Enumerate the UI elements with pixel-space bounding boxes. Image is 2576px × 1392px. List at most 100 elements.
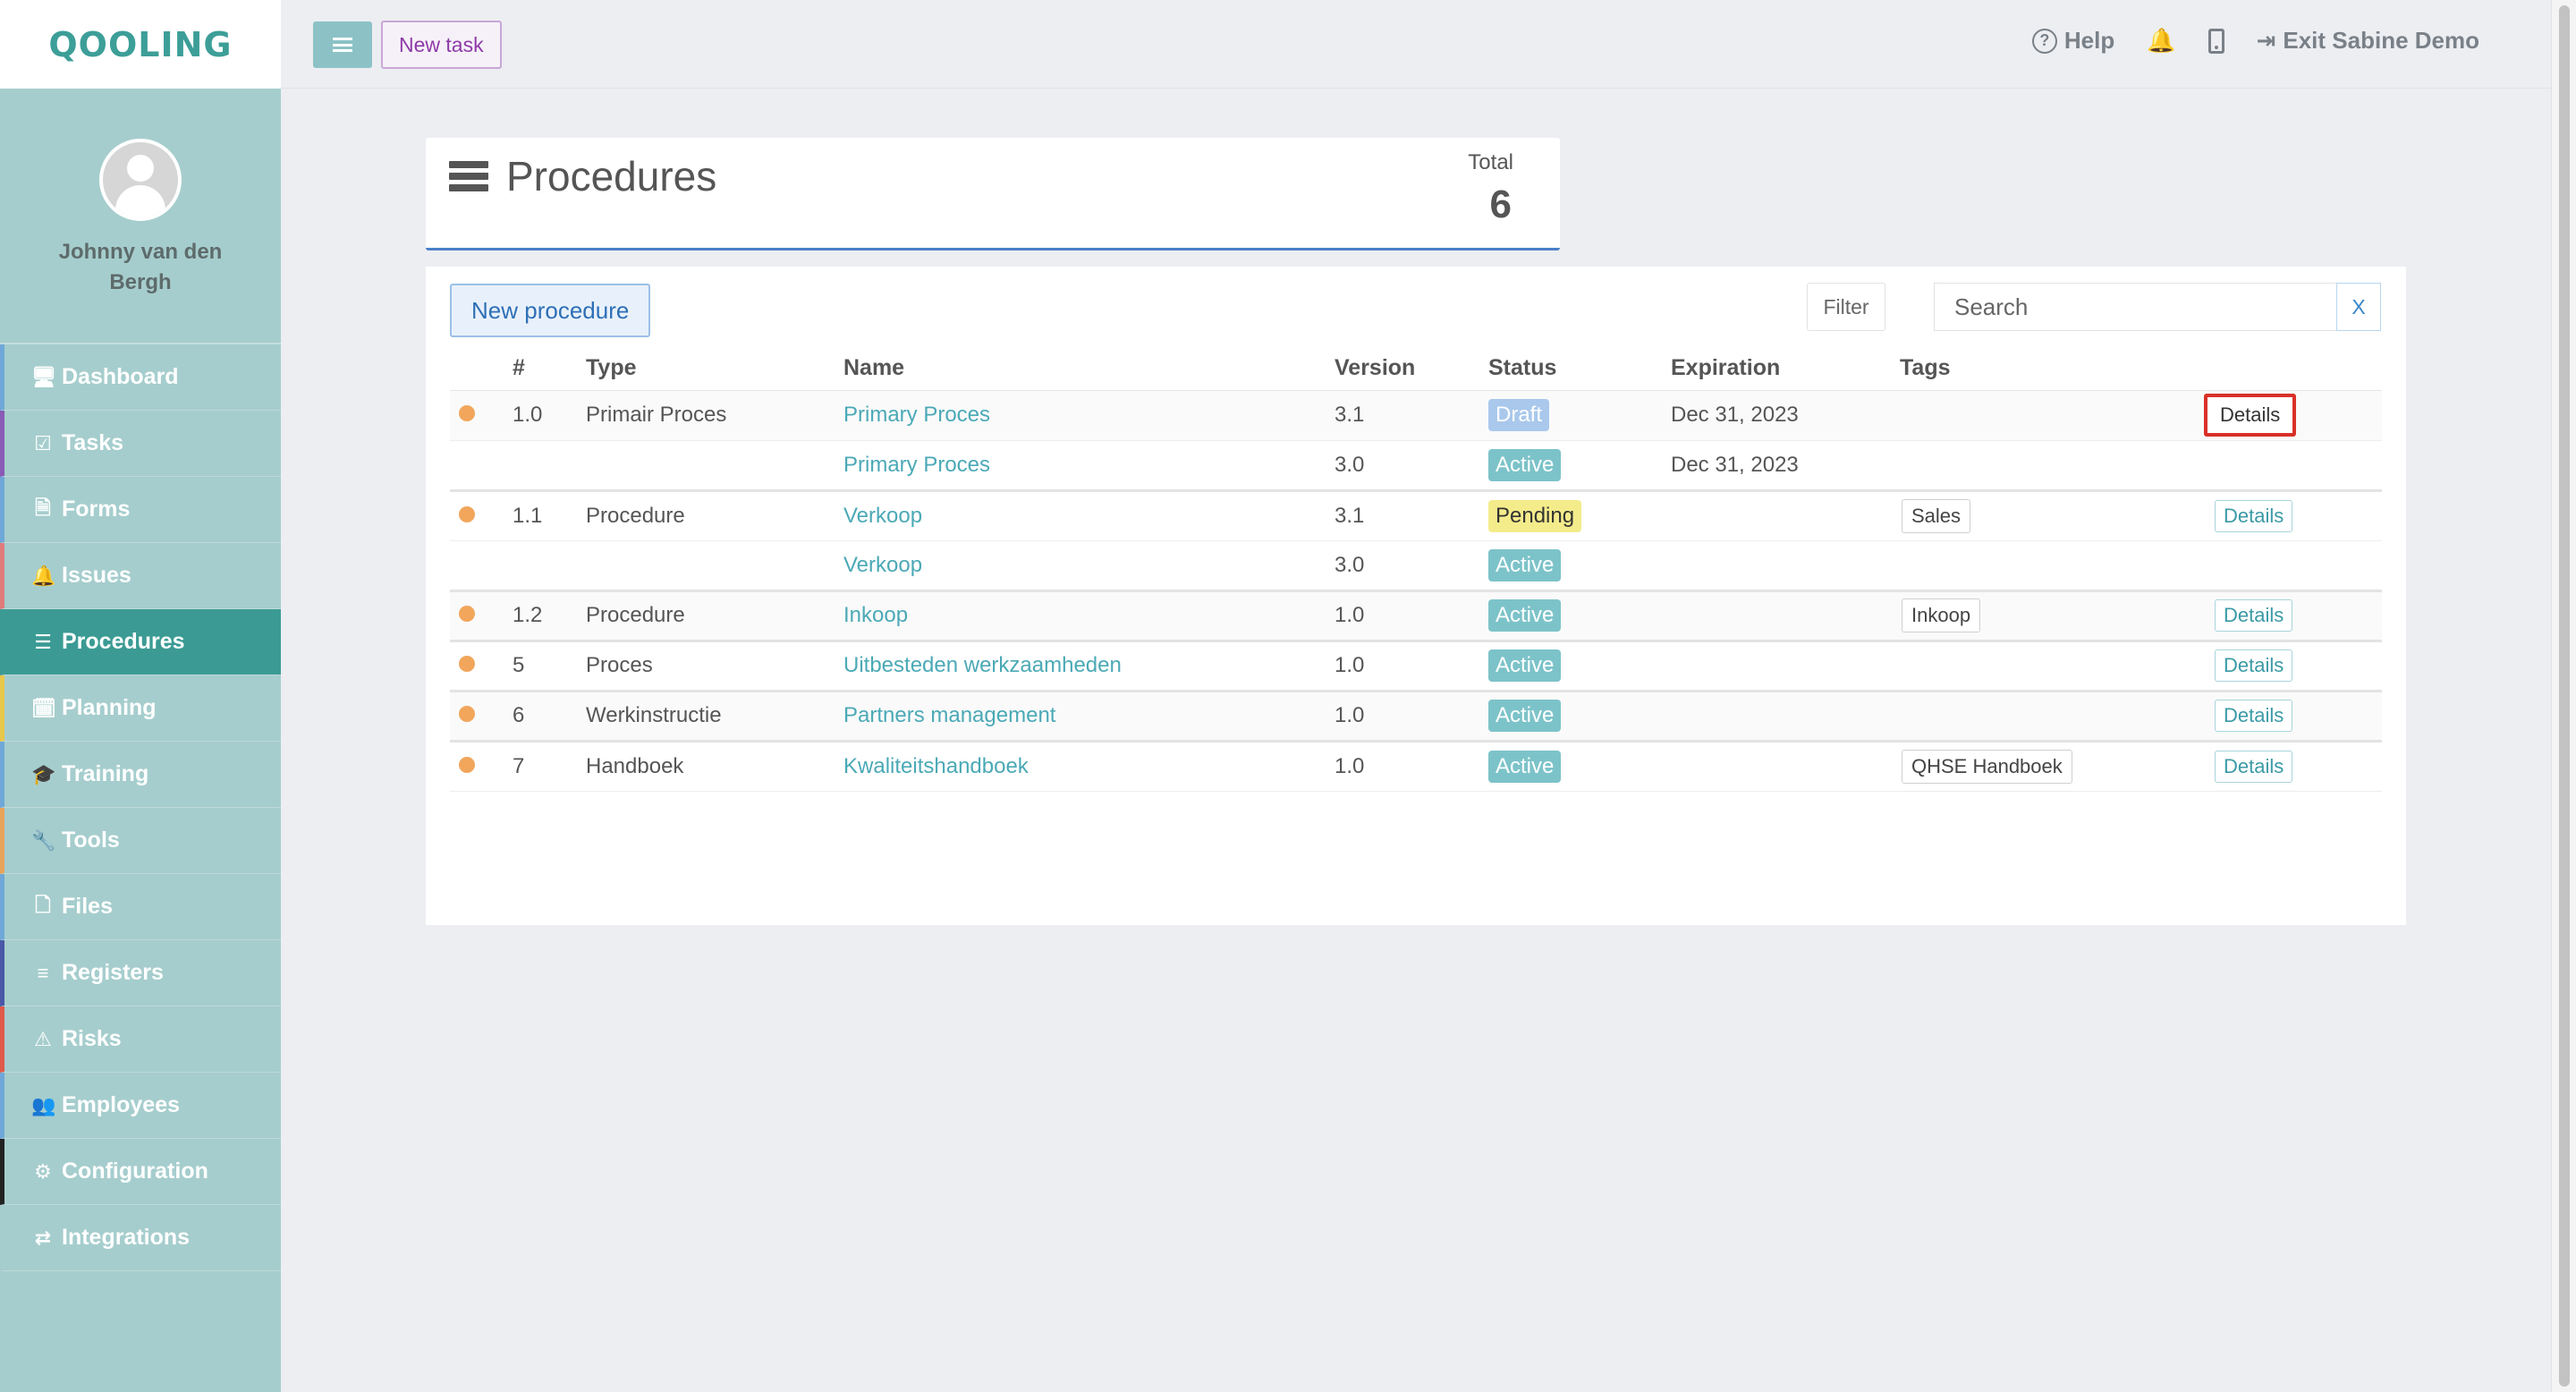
logo[interactable]: QOOLING <box>0 0 281 89</box>
status-badge: Active <box>1488 700 1562 732</box>
sidebar-item-label: Forms <box>62 497 131 522</box>
table-row[interactable]: Verkoop 3.0 Active <box>450 540 2382 592</box>
sidebar-item-tools[interactable]: 🔧 Tools <box>0 808 281 874</box>
column-header-number[interactable]: # <box>513 347 586 391</box>
table-row[interactable]: 5 Proces Uitbesteden werkzaamheden 1.0 Activ… <box>450 641 2382 692</box>
row-actions: Details <box>2204 490 2382 541</box>
check-square-icon: ☑ <box>34 431 52 454</box>
table-row[interactable]: 1.1 Procedure Verkoop 3.1 Pending Sales Detail… <box>450 490 2382 541</box>
page-scrollbar[interactable] <box>2551 0 2576 1392</box>
new-procedure-button[interactable]: New procedure <box>450 284 651 337</box>
sidebar-item-issues[interactable]: 🔔 Issues <box>0 543 281 609</box>
column-header-name[interactable]: Name <box>843 347 1335 391</box>
help-link[interactable]: ? Help <box>2031 27 2114 55</box>
details-button[interactable]: Details <box>2215 750 2293 783</box>
sidebar-item-label: Dashboard <box>62 364 179 389</box>
row-status: Active <box>1488 540 1671 592</box>
details-button[interactable]: Details <box>2215 599 2293 632</box>
status-badge: Active <box>1488 548 1562 581</box>
procedure-name-link[interactable]: Partners management <box>843 703 1056 727</box>
procedure-name-link[interactable]: Primary Proces <box>843 452 991 477</box>
notifications-button[interactable]: 🔔 <box>2147 27 2175 55</box>
procedure-name-link[interactable]: Inkoop <box>843 603 909 627</box>
row-expiration: Dec 31, 2023 <box>1671 440 1900 492</box>
column-header-expiration[interactable]: Expiration <box>1671 347 1900 391</box>
row-name: Primary Proces <box>843 390 1335 441</box>
tag-badge[interactable]: QHSE Handboek <box>1902 749 2072 784</box>
filter-button[interactable]: Filter <box>1807 283 1885 331</box>
mobile-button[interactable] <box>2207 28 2224 54</box>
sidebar-item-configuration[interactable]: ⚙ Configuration <box>0 1139 281 1205</box>
tag-badge[interactable]: Inkoop <box>1902 598 1981 632</box>
row-version: 1.0 <box>1335 691 1488 743</box>
search-input[interactable] <box>1934 283 2336 331</box>
avatar[interactable] <box>99 139 182 221</box>
status-indicator <box>450 490 513 541</box>
sidebar-item-dashboard[interactable]: 🖥 Dashboard <box>0 344 281 411</box>
details-button[interactable]: Details <box>2204 394 2297 437</box>
status-indicator <box>450 390 513 441</box>
procedure-name-link[interactable]: Uitbesteden werkzaamheden <box>843 653 1122 677</box>
sidebar-item-files[interactable]: 🗋 Files <box>0 874 281 940</box>
row-type <box>586 440 843 492</box>
details-button[interactable]: Details <box>2215 649 2293 682</box>
row-expiration <box>1671 691 1900 743</box>
row-tags: QHSE Handboek <box>1900 741 2204 792</box>
search-clear-button[interactable]: X <box>2336 283 2381 331</box>
exit-demo-link[interactable]: ⇥ Exit Sabine Demo <box>2257 27 2479 55</box>
sidebar-nav: 🖥 Dashboard ☑ Tasks 🗎 Forms 🔔 Issues ☰ Procedures… <box>0 344 281 1271</box>
sidebar-item-planning[interactable]: 🗓 Planning <box>0 675 281 742</box>
page-title: Procedures <box>506 153 717 199</box>
sidebar-item-tasks[interactable]: ☑ Tasks <box>0 411 281 477</box>
column-header-tags[interactable]: Tags <box>1900 347 2204 391</box>
row-actions: Details <box>2204 741 2382 792</box>
sidebar-item-label: Tools <box>62 828 120 853</box>
sidebar-item-procedures[interactable]: ☰ Procedures <box>0 609 281 675</box>
row-actions <box>2204 440 2382 492</box>
total-label: Total <box>1468 150 1513 174</box>
exchange-icon: ⇄ <box>34 1226 52 1249</box>
status-badge: Active <box>1488 599 1562 632</box>
menu-toggle-button[interactable] <box>313 21 372 68</box>
table-row[interactable]: 1.2 Procedure Inkoop 1.0 Active Inkoop Details <box>450 590 2382 642</box>
scrollbar-thumb[interactable] <box>2559 5 2570 1387</box>
sidebar-item-employees[interactable]: 👥 Employees <box>0 1073 281 1139</box>
row-name: Verkoop <box>843 490 1335 541</box>
table-row[interactable]: 1.0 Primair Proces Primary Proces 3.1 Draft D… <box>450 390 2382 441</box>
sidebar: QOOLING Johnny van den Bergh 🖥 Dashboard ☑… <box>0 0 281 1392</box>
row-number: 7 <box>513 741 586 792</box>
warning-icon: ⚠ <box>34 1027 52 1050</box>
column-header-type[interactable]: Type <box>586 347 843 391</box>
row-expiration <box>1671 490 1900 541</box>
sidebar-item-registers[interactable]: ≡ Registers <box>0 940 281 1006</box>
document-icon: 🗋 <box>35 893 51 916</box>
table-row[interactable]: Primary Proces 3.0 Active Dec 31, 2023 <box>450 440 2382 492</box>
procedures-summary-card: Procedures Total 6 <box>426 138 1560 250</box>
monitor-icon: 🖥 <box>31 365 56 388</box>
sidebar-item-training[interactable]: 🎓 Training <box>0 742 281 808</box>
procedures-panel: New procedure Filter X # Type Name Versi… <box>426 267 2406 925</box>
details-button[interactable]: Details <box>2215 700 2293 732</box>
row-type: Werkinstructie <box>586 691 843 743</box>
tag-badge[interactable]: Sales <box>1902 498 1971 533</box>
procedure-name-link[interactable]: Kwaliteitshandboek <box>843 753 1029 778</box>
table-row[interactable]: 7 Handboek Kwaliteitshandboek 1.0 Active QHSE… <box>450 741 2382 792</box>
sign-out-icon: ⇥ <box>2256 27 2276 54</box>
list-lines-icon: ≡ <box>37 961 49 984</box>
table-row[interactable]: 6 Werkinstructie Partners management 1.0 Act… <box>450 691 2382 743</box>
procedure-name-link[interactable]: Verkoop <box>843 552 923 577</box>
row-version: 3.0 <box>1335 540 1488 592</box>
row-type <box>586 540 843 592</box>
column-header-version[interactable]: Version <box>1335 347 1488 391</box>
procedure-name-link[interactable]: Primary Proces <box>843 403 991 427</box>
status-badge: Draft <box>1488 399 1550 431</box>
sidebar-item-risks[interactable]: ⚠ Risks <box>0 1006 281 1073</box>
procedure-name-link[interactable]: Verkoop <box>843 503 923 528</box>
details-button[interactable]: Details <box>2215 499 2293 532</box>
row-status: Active <box>1488 641 1671 692</box>
bell-icon: 🔔 <box>2147 27 2176 54</box>
sidebar-item-forms[interactable]: 🗎 Forms <box>0 477 281 543</box>
column-header-status[interactable]: Status <box>1488 347 1671 391</box>
new-task-button[interactable]: New task <box>381 21 502 69</box>
sidebar-item-integrations[interactable]: ⇄ Integrations <box>0 1205 281 1271</box>
